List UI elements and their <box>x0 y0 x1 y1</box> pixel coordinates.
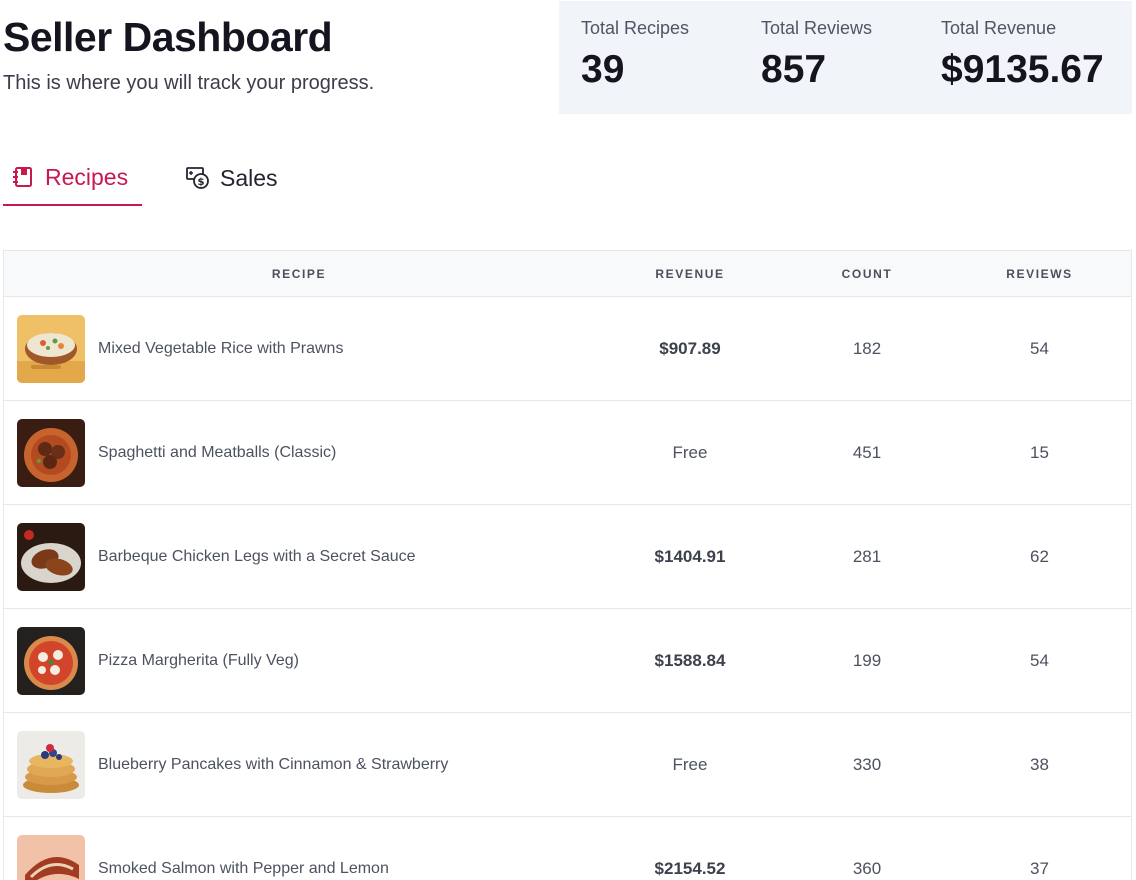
revenue-cell: $907.89 <box>659 339 721 358</box>
reviews-cell: 54 <box>1030 651 1049 670</box>
count-cell: 360 <box>852 859 882 878</box>
dashboard-header: Seller Dashboard This is where you will … <box>0 0 1136 120</box>
pizza-thumbnail <box>17 627 85 695</box>
reviews-cell: 38 <box>1030 755 1049 774</box>
count-cell: 330 <box>852 755 882 774</box>
rice-bowl-thumbnail <box>17 315 85 383</box>
table-row[interactable]: Spaghetti and Meatballs (Classic) Free 4… <box>4 401 1131 505</box>
svg-text:$: $ <box>198 177 205 188</box>
recipe-name[interactable]: Spaghetti and Meatballs (Classic) <box>98 444 337 461</box>
recipe-name[interactable]: Pizza Margherita (Fully Veg) <box>98 652 299 669</box>
column-header-count[interactable]: COUNT <box>841 267 893 281</box>
count-cell: 199 <box>852 651 882 670</box>
page-subtitle: This is where you will track your progre… <box>3 72 375 94</box>
stat-label: Total Revenue <box>941 18 1057 38</box>
reviews-cell: 54 <box>1030 339 1049 358</box>
revenue-cell: $1588.84 <box>654 651 726 670</box>
chicken-legs-thumbnail <box>17 523 85 591</box>
recipes-table: RECIPE REVENUE COUNT REVIEWS Mixed Veget… <box>3 250 1132 880</box>
stat-label: Total Recipes <box>581 18 690 38</box>
tab-label: Sales <box>220 164 278 191</box>
tab-label: Recipes <box>45 163 129 190</box>
stats-panel: Total Recipes 39 Total Reviews 857 Total… <box>559 1 1132 114</box>
column-header-revenue[interactable]: REVENUE <box>655 267 725 281</box>
tab-sales[interactable]: $ Sales <box>186 150 278 206</box>
count-cell: 281 <box>852 547 882 566</box>
stat-value: 39 <box>581 48 625 91</box>
stat-value: $9135.67 <box>941 48 1104 91</box>
column-header-reviews[interactable]: REVIEWS <box>1006 267 1073 281</box>
reviews-cell: 62 <box>1030 547 1049 566</box>
recipe-book-icon <box>11 165 35 189</box>
pancakes-thumbnail <box>17 731 85 799</box>
table-header: RECIPE REVENUE COUNT REVIEWS <box>4 251 1131 297</box>
page-title: Seller Dashboard <box>3 14 333 60</box>
money-icon: $ <box>186 166 210 190</box>
reviews-cell: 15 <box>1030 443 1049 462</box>
recipe-name[interactable]: Mixed Vegetable Rice with Prawns <box>98 340 344 357</box>
spaghetti-thumbnail <box>17 419 85 487</box>
reviews-cell: 37 <box>1030 859 1049 878</box>
recipe-name[interactable]: Blueberry Pancakes with Cinnamon & Straw… <box>98 756 449 773</box>
table-row[interactable]: Pizza Margherita (Fully Veg) $1588.84 19… <box>4 609 1131 713</box>
table-row[interactable]: Blueberry Pancakes with Cinnamon & Straw… <box>4 713 1131 817</box>
count-cell: 451 <box>852 443 882 462</box>
tab-bar: Recipes $ Sales <box>3 150 403 206</box>
revenue-cell: Free <box>672 755 708 774</box>
table-row[interactable]: Barbeque Chicken Legs with a Secret Sauc… <box>4 505 1131 609</box>
stat-value: 857 <box>761 48 827 91</box>
salmon-thumbnail <box>17 835 85 880</box>
table-row[interactable]: Smoked Salmon with Pepper and Lemon $215… <box>4 817 1131 880</box>
count-cell: 182 <box>852 339 882 358</box>
recipe-name[interactable]: Smoked Salmon with Pepper and Lemon <box>98 860 389 877</box>
revenue-cell: $1404.91 <box>654 547 726 566</box>
revenue-cell: $2154.52 <box>654 859 726 878</box>
tab-recipes[interactable]: Recipes <box>3 150 142 206</box>
recipe-name[interactable]: Barbeque Chicken Legs with a Secret Sauc… <box>98 548 416 565</box>
table-row[interactable]: Mixed Vegetable Rice with Prawns $907.89… <box>4 297 1131 401</box>
column-header-recipe[interactable]: RECIPE <box>271 267 327 281</box>
stat-label: Total Reviews <box>761 18 873 38</box>
revenue-cell: Free <box>672 443 708 462</box>
